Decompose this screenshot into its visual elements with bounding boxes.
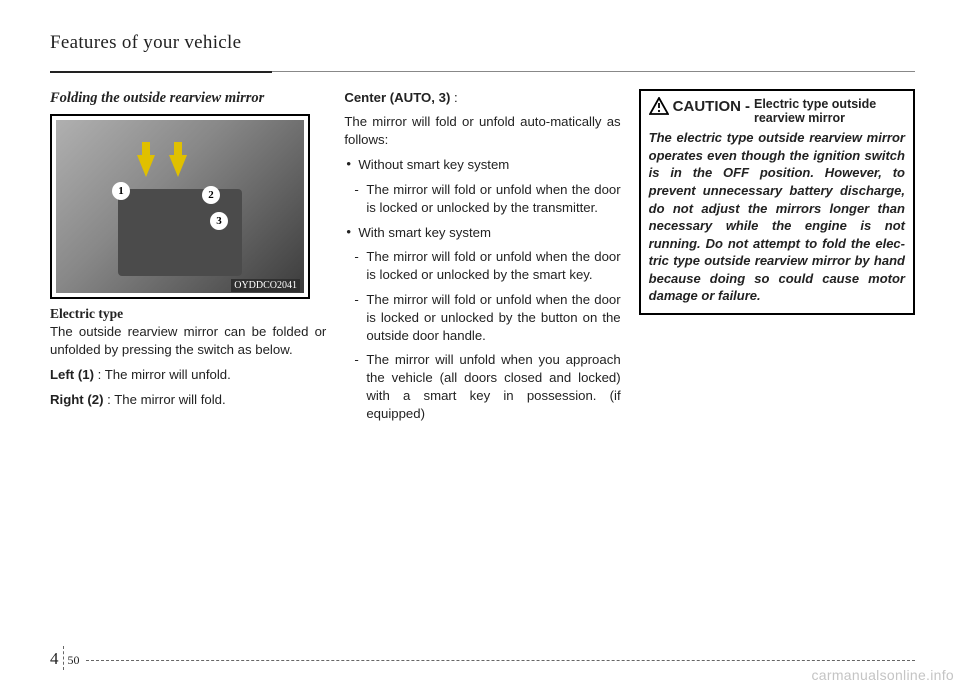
arrow-stem-2 xyxy=(174,142,182,156)
right-label: Right (2) xyxy=(50,392,103,407)
manual-page: Features of your vehicle Folding the out… xyxy=(0,0,960,689)
arrow-stem-1 xyxy=(142,142,150,156)
chapter-number: 4 xyxy=(50,648,59,671)
arrow-down-icon xyxy=(169,155,187,177)
sub-with-2: The mirror will fold or unfold when the … xyxy=(344,291,620,344)
arrow-down-icon xyxy=(137,155,155,177)
footer-separator xyxy=(63,646,64,670)
footer-dots xyxy=(86,660,916,661)
photo-background: 1 2 3 xyxy=(56,120,304,293)
page-number: 50 xyxy=(68,652,80,668)
bullet-with-smartkey: With smart key system xyxy=(344,224,620,242)
caution-box: CAUTION - Electric type outside rearview… xyxy=(639,89,915,315)
warning-triangle-icon xyxy=(649,97,669,115)
caution-header: CAUTION - Electric type outside rearview… xyxy=(649,97,905,126)
sub-without-1: The mirror will fold or unfold when the … xyxy=(344,181,620,217)
content-columns: Folding the outside rearview mirror 1 2 … xyxy=(50,89,915,430)
switch-panel xyxy=(118,189,242,276)
center-suffix: : xyxy=(450,90,457,105)
left-desc: : The mirror will unfold. xyxy=(94,367,231,382)
column-2: Center (AUTO, 3) : The mirror will fold … xyxy=(344,89,620,430)
bullet-without-smartkey: Without smart key system xyxy=(344,156,620,174)
right-desc: : The mirror will fold. xyxy=(103,392,225,407)
folding-mirror-subhead: Folding the outside rearview mirror xyxy=(50,89,326,109)
page-footer: 4 50 xyxy=(50,647,915,671)
column-3: CAUTION - Electric type outside rearview… xyxy=(639,89,915,430)
sub-with-1: The mirror will fold or unfold when the … xyxy=(344,248,620,284)
watermark-text: carmanualsonline.info xyxy=(812,666,955,685)
image-code: OYDDCO2041 xyxy=(231,279,300,293)
header-rule xyxy=(50,71,915,73)
left-label: Left (1) xyxy=(50,367,94,382)
page-header: Features of your vehicle xyxy=(50,30,915,59)
caution-dash: - xyxy=(745,97,750,117)
sub-with-3: The mirror will unfold when you approach… xyxy=(344,351,620,422)
caution-body: The electric type outside rearview mirro… xyxy=(649,129,905,304)
caution-word: CAUTION xyxy=(673,97,741,117)
center-label: Center (AUTO, 3) xyxy=(344,90,450,105)
center-intro: The mirror will fold or unfold auto-mati… xyxy=(344,113,620,149)
caution-subtitle: Electric type outside rearview mirror xyxy=(754,97,905,126)
center-label-line: Center (AUTO, 3) : xyxy=(344,89,620,107)
electric-type-label: Electric type xyxy=(50,305,326,323)
column-1: Folding the outside rearview mirror 1 2 … xyxy=(50,89,326,430)
right-switch-line: Right (2) : The mirror will fold. xyxy=(50,391,326,409)
left-switch-line: Left (1) : The mirror will unfold. xyxy=(50,366,326,384)
mirror-switch-illustration: 1 2 3 OYDDCO2041 xyxy=(50,114,310,299)
electric-type-description: The outside rearview mirror can be folde… xyxy=(50,323,326,359)
